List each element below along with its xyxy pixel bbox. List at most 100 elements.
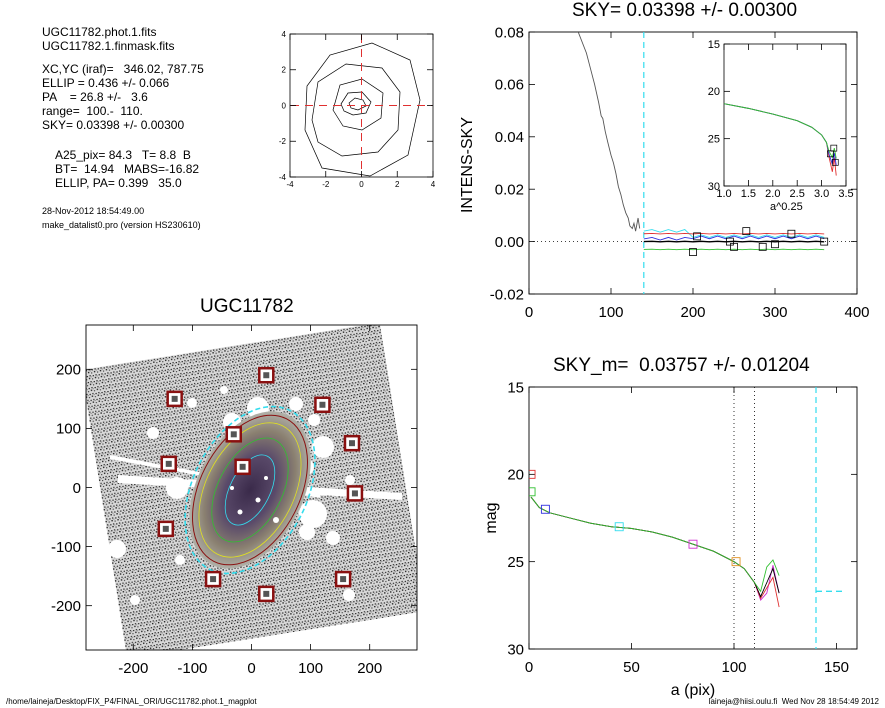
sky-chart-title: SKY= 0.03398 +/- 0.00300 bbox=[572, 0, 798, 21]
sky-xtick-label: 100 bbox=[598, 304, 623, 321]
sky-box-center bbox=[230, 431, 237, 438]
galaxy-star-masks bbox=[230, 467, 279, 523]
contour-ytick-label: -4 bbox=[279, 173, 287, 182]
mag-ytick-label: 20 bbox=[507, 467, 524, 484]
image-ytick-label: -100 bbox=[51, 539, 81, 556]
footer-user: laineja@hiisi.oulu.fi Wed Nov 28 18:54:4… bbox=[708, 697, 879, 706]
mag-profile-line bbox=[530, 496, 780, 598]
image-ytick-label: -200 bbox=[51, 598, 81, 615]
inset-square bbox=[827, 150, 834, 158]
sky-xtick-label: 0 bbox=[525, 304, 533, 321]
contour-xtick-label: -4 bbox=[286, 180, 294, 189]
image-ytick-label: 200 bbox=[56, 362, 81, 379]
contour-xtick-label: 4 bbox=[431, 180, 436, 189]
mag-sample-square bbox=[540, 504, 550, 514]
inset-ytick-label: 30 bbox=[708, 181, 720, 193]
inset-xtick-label: 3.0 bbox=[814, 188, 829, 200]
mag-ytick-label: 15 bbox=[507, 379, 524, 396]
sky-step-profile bbox=[643, 240, 825, 243]
sky-sample-square bbox=[730, 242, 738, 251]
mask-file-name: UGC11782.1.finmask.fits bbox=[42, 39, 175, 53]
image-xtick-label: -100 bbox=[177, 660, 207, 677]
contour-ytick-label: 4 bbox=[282, 30, 287, 39]
inset-xtick-label: 1.5 bbox=[741, 188, 756, 200]
mag-sample-square bbox=[688, 539, 698, 549]
mag-sample-square bbox=[529, 469, 536, 479]
bt-mabs-value: BT= 14.94 MABS=-16.82 bbox=[55, 162, 200, 176]
image-ytick-label: 0 bbox=[73, 480, 81, 497]
sky-box-center bbox=[165, 460, 172, 467]
ellipticity: ELLIP = 0.436 +/- 0.066 bbox=[42, 76, 170, 90]
image-title: UGC11782 bbox=[200, 296, 294, 317]
inset-xlabel: a^0.25 bbox=[770, 201, 803, 213]
sky-ytick-label: 0.06 bbox=[495, 77, 524, 94]
sky-step-profile bbox=[643, 229, 825, 238]
sky-box-center bbox=[351, 490, 358, 497]
mag-sample-square bbox=[614, 522, 624, 532]
sky-sample-square bbox=[820, 237, 829, 246]
run-date: 28-Nov-2012 18:54:49.00 bbox=[42, 206, 145, 216]
sky-box-center bbox=[348, 440, 355, 447]
image-ytick-label: 100 bbox=[56, 421, 81, 438]
image-xtick-label: 0 bbox=[247, 660, 255, 677]
galaxy-image-plot: -200 -100 0 100 200 -200 -100 0 100 200 bbox=[51, 324, 418, 677]
isophote-ellipse-cyan bbox=[224, 454, 276, 526]
contour-ytick-label: 2 bbox=[282, 66, 287, 75]
fit-range: range= 100.- 110. bbox=[42, 104, 143, 118]
image-xtick-label: 200 bbox=[357, 660, 382, 677]
mag-profile-line bbox=[530, 496, 780, 601]
sky-sample-square bbox=[758, 242, 767, 251]
sky-box-center bbox=[263, 590, 270, 597]
position-angle: PA = 26.8 +/- 3.6 bbox=[42, 90, 148, 104]
sky-chart: 0 100 200 300 400 -0.02 0.00 0.02 0.04 0.06 0.08 I… bbox=[459, 24, 870, 321]
inset-xtick-label: 3.5 bbox=[838, 188, 853, 200]
galaxy-body bbox=[189, 411, 311, 569]
mag-chart-title: SKY_m= 0.03757 +/- 0.01204 bbox=[553, 355, 810, 376]
sky-profile-line bbox=[577, 32, 641, 232]
sky-step-profile bbox=[643, 232, 825, 235]
inset-xtick-label: 2.5 bbox=[790, 188, 805, 200]
mag-profile-line bbox=[530, 496, 780, 593]
sky-box-center bbox=[171, 395, 178, 402]
contour-plot: -4 -2 0 2 4 -4 -2 0 2 4 bbox=[279, 30, 436, 189]
sky-sample-square bbox=[693, 232, 701, 241]
isophote-ellipse-yellow bbox=[198, 422, 302, 558]
inset-ytick-label: 25 bbox=[708, 134, 720, 146]
mag-xtick-label: 50 bbox=[623, 659, 640, 676]
contour-ytick-label: 0 bbox=[282, 101, 287, 110]
image-xtick-label: -200 bbox=[118, 660, 148, 677]
image-xtick-label: 100 bbox=[298, 660, 323, 677]
sky-sample-square bbox=[787, 229, 796, 238]
sky-xtick-label: 300 bbox=[762, 304, 787, 321]
inset-ytick-label: 15 bbox=[708, 39, 720, 51]
mag-ytick-label: 25 bbox=[507, 554, 524, 571]
sky-step-profile bbox=[643, 235, 825, 241]
sky-ytick-label: 0.00 bbox=[495, 234, 524, 251]
inset-xtick-label: 2.0 bbox=[765, 188, 780, 200]
contour-xtick-label: 2 bbox=[395, 180, 400, 189]
sky-ytick-label: 0.08 bbox=[495, 24, 524, 41]
sky-box-center bbox=[263, 372, 270, 379]
sky-sample-square bbox=[726, 237, 734, 246]
contour-xtick-label: -2 bbox=[322, 180, 330, 189]
sky-ytick-label: 0.02 bbox=[495, 181, 524, 198]
sky-xtick-label: 200 bbox=[680, 304, 705, 321]
inset-ytick-label: 20 bbox=[708, 86, 720, 98]
sky-ylabel: INTENS-SKY bbox=[459, 117, 476, 213]
mag-profile-line bbox=[530, 496, 780, 608]
sky-ytick-label: 0.04 bbox=[495, 129, 524, 146]
sky-sample-square bbox=[742, 227, 751, 236]
mag-ytick-label: 30 bbox=[507, 641, 524, 658]
mag-sample-square bbox=[731, 557, 741, 567]
inset-square bbox=[831, 158, 839, 166]
contour-ytick-label: -2 bbox=[279, 137, 287, 146]
isophote-ellipse-green bbox=[211, 437, 289, 543]
ellip-pa-value: ELLIP, PA= 0.399 35.0 bbox=[55, 176, 182, 190]
mag-xtick-label: 150 bbox=[824, 659, 849, 676]
contour-xtick-label: 0 bbox=[359, 180, 364, 189]
outer-ellipse bbox=[192, 414, 308, 566]
inset-profile-line bbox=[723, 103, 837, 159]
sky-box-center bbox=[210, 576, 217, 583]
mag-sample-square bbox=[529, 487, 536, 497]
